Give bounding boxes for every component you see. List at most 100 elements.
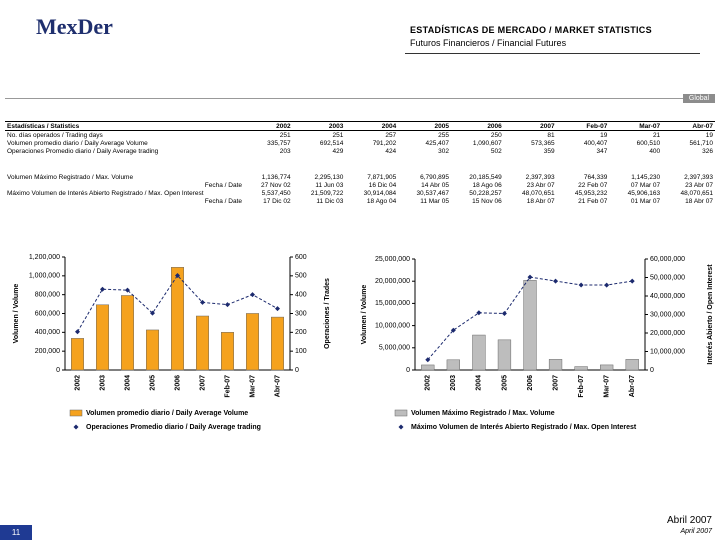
table-row: Operaciones Promedio diario / Daily Aver…: [5, 147, 715, 155]
table-row: Volumen promedio diario / Daily Average …: [5, 139, 715, 147]
bar: [446, 359, 460, 371]
table-cell: 561,710: [689, 139, 714, 147]
table-cell: 600,510: [636, 139, 661, 147]
table-cell: 764,339: [583, 173, 608, 181]
table-cell: 1,090,607: [472, 139, 502, 147]
y2-tick-label: 100: [295, 348, 307, 355]
table-cell: 2,397,393: [684, 173, 713, 181]
table-cell: Mar-07: [609, 121, 663, 131]
table-cell: 07 Mar 07: [630, 181, 661, 189]
table-cell: 23 Abr 07: [685, 181, 713, 189]
page-number: 11: [0, 525, 32, 540]
table-cell: 6,790,895: [420, 173, 449, 181]
y-tick-label: 1,200,000: [29, 254, 60, 261]
x-tick-label: 2003: [450, 375, 457, 391]
table-cell: 425,407: [425, 139, 449, 147]
table-cell: 45,953,232: [574, 189, 608, 197]
table-cell: 45,906,163: [627, 189, 661, 197]
table-cell: 326: [702, 147, 713, 155]
table-cell: 16 Dic 04: [368, 181, 397, 189]
table-cell: 359: [543, 147, 555, 155]
logo: MexDer: [36, 14, 113, 39]
y2-tick-label: 30,000,000: [650, 311, 685, 318]
y-tick-label: 600,000: [35, 310, 60, 317]
table-cell: 01 Mar 07: [630, 197, 661, 205]
x-tick-label: 2004: [124, 375, 131, 391]
table-cell: 502: [490, 147, 502, 155]
table-cell: Fecha / Date: [204, 197, 242, 205]
legend-swatch: [398, 424, 404, 430]
table-row: Fecha / Date 27 Nov 02 11 Jun 03 16 Dic 04 1…: [5, 181, 715, 189]
x-tick-label: Feb-07: [224, 375, 231, 398]
table-cell: 573,365: [531, 139, 555, 147]
bar: [574, 366, 588, 371]
table-row: Máximo Volumen de Interés Abierto Regist…: [5, 189, 715, 197]
line-marker: [450, 327, 456, 333]
table-cell: 30,914,084: [363, 189, 397, 197]
table-cell: 11 Dic 03: [316, 197, 344, 205]
table-cell: 18 Abr 07: [526, 197, 555, 205]
line-marker: [476, 310, 482, 316]
table-cell: 2,397,393: [525, 173, 555, 181]
table-cell: 18 Abr 07: [685, 197, 713, 205]
table-cell: 21 Feb 07: [578, 197, 608, 205]
table-cell: 50,228,257: [469, 189, 502, 197]
line-marker: [100, 286, 105, 292]
y2-tick-label: 0: [650, 367, 654, 374]
table-cell: 400: [649, 147, 661, 155]
y2-tick-label: 400: [295, 292, 307, 299]
table-cell: 11 Mar 05: [420, 197, 449, 205]
table-cell: Feb-07: [556, 121, 610, 131]
line-marker: [225, 302, 230, 308]
legend-label: Volumen Máximo Registrado / Max. Volume: [411, 410, 555, 417]
y2-tick-label: 300: [295, 310, 307, 317]
bar: [196, 315, 209, 371]
x-tick-label: 2005: [149, 375, 156, 391]
x-tick-label: 2006: [174, 375, 181, 391]
table-cell: 2,295,130: [314, 173, 344, 181]
table-cell: 48,070,651: [522, 189, 555, 197]
table-cell: 335,757: [267, 139, 291, 147]
bar: [625, 359, 639, 371]
table-cell: 21: [652, 131, 661, 139]
page-subtitle: Futuros Financieros / Financial Futures: [410, 38, 567, 48]
x-tick-label: 2004: [476, 375, 483, 391]
table-cell: 251: [332, 131, 344, 139]
table-cell: 1,145,230: [631, 173, 661, 181]
table-cell: 19: [600, 131, 608, 139]
table-cell: 250: [490, 131, 502, 139]
y-axis-title: Volumen / Volume: [361, 285, 368, 345]
table-cell: 1,136,774: [261, 173, 291, 181]
y-tick-label: 20,000,000: [375, 278, 410, 285]
table-cell: 11 Jun 03: [315, 181, 344, 189]
section-tag: Global: [683, 94, 715, 103]
footer-date-en: April 2007: [680, 528, 712, 535]
line-marker: [75, 329, 80, 335]
footer-date: Abril 2007: [666, 515, 712, 526]
table-cell: 692,514: [319, 139, 344, 147]
line-marker: [250, 292, 255, 298]
table-cell: Operaciones Promedio diario / Daily Aver…: [7, 147, 159, 155]
x-tick-label: Mar-07: [249, 375, 256, 398]
table-cell: 203: [279, 147, 291, 155]
table-cell: 257: [385, 131, 397, 139]
table-cell: 19: [705, 131, 713, 139]
table-cell: 18 Ago 06: [472, 181, 502, 189]
x-tick-label: 2007: [199, 375, 206, 391]
table-cell: 347: [596, 147, 608, 155]
bar: [171, 267, 184, 371]
y2-tick-label: 50,000,000: [650, 274, 685, 281]
y2-tick-label: 60,000,000: [650, 256, 685, 263]
y-tick-label: 400,000: [35, 329, 60, 336]
bar: [96, 304, 109, 371]
table-cell: 400,407: [583, 139, 608, 147]
y2-tick-label: 600: [295, 254, 307, 261]
y2-tick-label: 20,000,000: [650, 330, 685, 337]
bar: [548, 359, 563, 371]
line-marker: [527, 274, 533, 280]
bar: [421, 364, 435, 371]
line-marker: [553, 278, 559, 284]
y-tick-label: 800,000: [35, 292, 60, 299]
